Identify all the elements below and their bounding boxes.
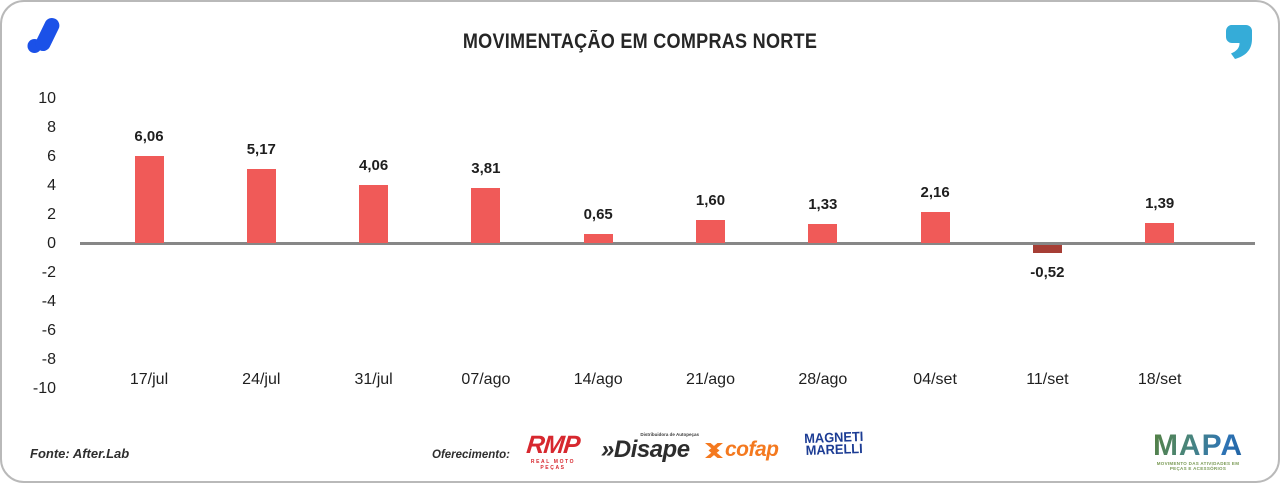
y-tick-label: 4 [47,176,56,194]
mapa-wordmark: MAPA [1150,431,1246,461]
magneti-marelli-logo: MAGNETI MARELLI [796,429,873,459]
bar [920,212,950,244]
y-tick-label: -8 [41,350,56,368]
cofap-icon [705,442,723,458]
source-note: Fonte: After.Lab [30,446,130,461]
rmp-subtext: REAL MOTO PEÇAS [530,459,576,471]
y-tick-label: 2 [47,205,56,223]
disape-chevrons: » [601,436,614,463]
rmp-wordmark: RMP [525,431,581,459]
y-tick-label: 8 [47,118,56,136]
x-tick-label: 14/ago [573,371,623,388]
bar [359,184,389,244]
bar-value-label: 5,17 [246,140,276,158]
bar-value-label: 0,65 [583,206,613,224]
y-tick-label: 6 [47,147,56,165]
x-axis-zero-line [80,242,1255,245]
bar-value-label: 2,16 [920,184,950,202]
x-tick-label: 04/set [913,371,957,388]
x-tick-label: 11/set [1026,371,1069,388]
bar [471,188,501,244]
bar [808,224,838,244]
y-tick-label: 0 [47,234,56,252]
bar-value-label: 6,06 [134,127,164,145]
x-tick-label: 28/ago [798,371,848,388]
mapa-logo: MAPA MOVIMENTO DAS ATIVIDADES EM PEÇAS E… [1150,431,1246,472]
y-tick-label: -10 [32,379,56,397]
y-tick-label: -2 [41,263,56,281]
x-tick-label: 17/jul [129,371,169,388]
cofap-wordmark: cofap [725,438,779,461]
bar-value-label: 3,81 [471,160,501,178]
bar-value-label: -0,52 [1030,263,1065,281]
x-tick-label: 21/ago [686,371,735,388]
y-tick-label: -4 [41,292,56,310]
disape-wordmark: »Disape [601,437,699,462]
bar [583,234,613,244]
x-tick-label: 18/set [1137,371,1182,388]
cofap-logo: cofap [705,438,779,461]
bar-value-label: 4,06 [358,156,389,174]
disape-logo: Distribuidora de Autopeças »Disape [601,432,699,462]
y-tick-label: 10 [38,89,56,107]
bar [1032,245,1062,253]
x-tick-label: 07/ago [461,371,511,388]
bar [696,220,725,244]
y-tick-label: -6 [41,321,56,339]
mapa-subtext: MOVIMENTO DAS ATIVIDADES EM PEÇAS E ACES… [1156,461,1240,471]
disape-name: Disape [613,436,690,463]
afterlab-logo-icon [27,18,60,53]
chart-title: MOVIMENTAÇÃO EM COMPRAS NORTE [462,30,818,53]
magneti-line2: MARELLI [805,440,863,459]
rmp-logo: RMP REAL MOTO PEÇAS [517,431,589,471]
bar [246,168,276,244]
bar [134,155,164,244]
x-tick-label: 31/jul [354,371,393,388]
bar-value-label: 1,39 [1145,195,1175,213]
quote-icon [1226,25,1252,59]
x-tick-label: 24/jul [242,371,281,388]
bar-value-label: 1,60 [695,192,726,210]
sponsor-label: Oferecimento: [432,449,510,461]
disape-subtext: Distribuidora de Autopeças [640,432,699,437]
bar [1145,223,1175,244]
bar-value-label: 1,33 [808,196,838,214]
